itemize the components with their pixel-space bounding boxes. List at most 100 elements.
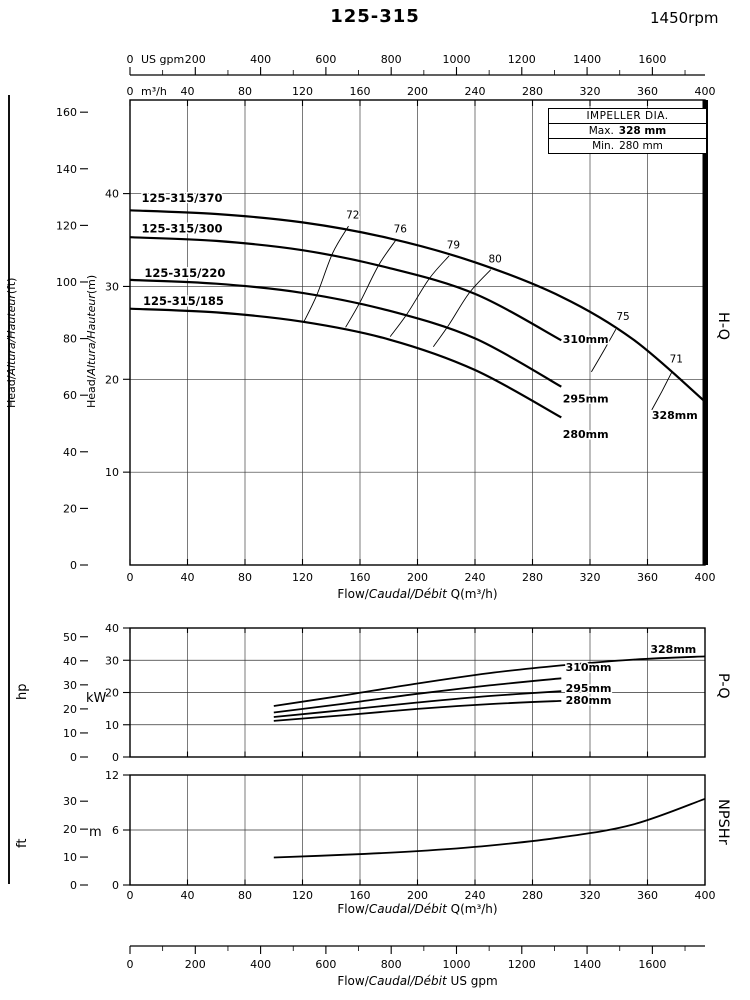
y-hp-tick-label: 30 bbox=[63, 679, 77, 692]
impeller-size-label: 310mm bbox=[563, 333, 609, 346]
x-tick-label: 80 bbox=[238, 889, 252, 902]
y-hp-tick-label: 0 bbox=[70, 751, 77, 764]
hq-x-axis-title: Flow/Caudal/Débit Q(m³/h) bbox=[130, 587, 705, 601]
impeller-size-label: 295mm bbox=[563, 393, 609, 406]
usgpm-tick-label: 1400 bbox=[573, 53, 601, 66]
y-ft-tick-label: 10 bbox=[63, 851, 77, 864]
y-m-tick-label: 0 bbox=[112, 879, 119, 892]
usgpm-unit-label: US gpm bbox=[141, 53, 184, 66]
x-top-tick-label: 400 bbox=[695, 85, 716, 98]
pq-curve-280mm bbox=[273, 700, 562, 722]
y-ft-tick-label: 160 bbox=[56, 106, 77, 119]
hq-curve-295mm bbox=[129, 278, 562, 388]
npshr-curve bbox=[273, 797, 706, 859]
impeller-size-label: 328mm bbox=[650, 643, 696, 656]
page-title: 125-315 bbox=[330, 6, 420, 27]
efficiency-value-label: 76 bbox=[394, 224, 408, 236]
x-tick-label: 240 bbox=[465, 571, 486, 584]
efficiency-line-76 bbox=[345, 239, 397, 328]
usgpm-tick-label: 800 bbox=[381, 53, 402, 66]
x-tick-label: 80 bbox=[238, 571, 252, 584]
npshr-ft-axis-label: ft bbox=[15, 838, 30, 848]
y-hp-tick-label: 20 bbox=[63, 703, 77, 716]
y-ft-tick-label: 40 bbox=[63, 446, 77, 459]
label-part: (m) bbox=[85, 274, 98, 295]
efficiency-line-80 bbox=[432, 269, 492, 348]
hq-curve-310mm bbox=[129, 236, 562, 342]
y-m-tick-label: 20 bbox=[105, 373, 119, 386]
label-part: Head/ bbox=[5, 375, 18, 408]
pump-model-label: 125-315/370 bbox=[142, 191, 223, 205]
impeller-max-row: Max. 328 mm bbox=[549, 123, 706, 138]
pump-model-label: 125-315/185 bbox=[143, 294, 224, 308]
impeller-box-title: IMPELLER DIA. bbox=[586, 110, 669, 122]
usgpm-tick-label: 1600 bbox=[638, 53, 666, 66]
x-tick-label: 160 bbox=[350, 571, 371, 584]
hq-section-label: H-Q bbox=[715, 312, 731, 341]
usgpm-tick-label: 1200 bbox=[508, 53, 536, 66]
y-ft-tick-label: 20 bbox=[63, 502, 77, 515]
y-ft-tick-label: 140 bbox=[56, 163, 77, 176]
x-top-tick-label: 120 bbox=[292, 85, 313, 98]
pq-curve-328mm bbox=[273, 655, 706, 707]
label-part: Flow/ bbox=[337, 902, 369, 916]
usgpm-tick-label: 200 bbox=[185, 958, 206, 971]
impeller-min-row: Min. 280 mm bbox=[549, 138, 706, 153]
x-tick-label: 360 bbox=[637, 889, 658, 902]
label-part: Q(m³/h) bbox=[446, 587, 498, 601]
y-m-tick-label: 40 bbox=[105, 188, 119, 201]
y-m-tick-label: 12 bbox=[105, 769, 119, 782]
x-tick-label: 400 bbox=[695, 889, 716, 902]
usgpm-tick-label: 600 bbox=[315, 958, 336, 971]
usgpm-tick-label: 200 bbox=[185, 53, 206, 66]
x-top-tick-label: 240 bbox=[465, 85, 486, 98]
x-tick-label: 240 bbox=[465, 889, 486, 902]
y-ft-tick-label: 100 bbox=[56, 276, 77, 289]
x-tick-label: 0 bbox=[127, 889, 134, 902]
x-top-tick-label: 200 bbox=[407, 85, 428, 98]
usgpm-tick-label: 1400 bbox=[573, 958, 601, 971]
npshr-section-label: NPSHr bbox=[715, 799, 731, 845]
x-tick-label: 280 bbox=[522, 889, 543, 902]
hq-chart: 72 76 79 80 75 71 328mm 310mm 295mm 280mm 125-315/… bbox=[56, 53, 716, 584]
usgpm-tick-label: 1600 bbox=[638, 958, 666, 971]
rpm-label: 1450rpm bbox=[650, 9, 719, 27]
y-hp-tick-label: 40 bbox=[63, 655, 77, 668]
x-tick-label: 200 bbox=[407, 571, 428, 584]
x-tick-label: 320 bbox=[580, 571, 601, 584]
x-top-tick-label: 0 bbox=[127, 85, 134, 98]
y-kw-tick-label: 0 bbox=[112, 751, 119, 764]
label-part: Flow/ bbox=[337, 974, 369, 988]
usgpm-x-axis-title: Flow/Caudal/Débit US gpm bbox=[130, 974, 705, 988]
m3h-unit-label: m³/h bbox=[141, 85, 167, 98]
label-part: Caudal/Débit bbox=[368, 902, 447, 916]
impeller-size-label: 310mm bbox=[566, 661, 612, 674]
efficiency-line-71 bbox=[651, 371, 673, 411]
label-part: (ft) bbox=[5, 277, 18, 295]
hq-y-axis-title-m: Head/Altura/Hauteur(m) bbox=[85, 275, 98, 408]
npshr-x-axis-title: Flow/Caudal/Débit Q(m³/h) bbox=[130, 902, 705, 916]
y-ft-tick-label: 60 bbox=[63, 389, 77, 402]
y-ft-tick-label: 120 bbox=[56, 219, 77, 232]
pq-section-label: P-Q bbox=[715, 673, 731, 699]
hq-curve-280mm bbox=[129, 307, 562, 419]
page-edge-line bbox=[8, 95, 10, 884]
efficiency-line-75 bbox=[591, 328, 617, 373]
label-part: Caudal/Débit bbox=[368, 587, 447, 601]
pq-kw-axis-label: kW bbox=[86, 691, 107, 706]
x-tick-label: 120 bbox=[292, 889, 313, 902]
x-top-tick-label: 320 bbox=[580, 85, 601, 98]
pump-model-label: 125-315/300 bbox=[142, 222, 223, 236]
pump-model-label: 125-315/220 bbox=[144, 266, 225, 280]
usgpm-tick-label: 400 bbox=[250, 53, 271, 66]
x-top-tick-label: 80 bbox=[238, 85, 252, 98]
impeller-size-label: 295mm bbox=[566, 682, 612, 695]
y-ft-tick-label: 30 bbox=[63, 795, 77, 808]
impeller-min-value: 280 mm bbox=[619, 140, 663, 152]
label-part: Altura/Hauteur bbox=[5, 294, 18, 376]
usgpm-bottom-axis: 0 200 400 600 800 1000 1200 1400 1600 bbox=[127, 945, 705, 971]
